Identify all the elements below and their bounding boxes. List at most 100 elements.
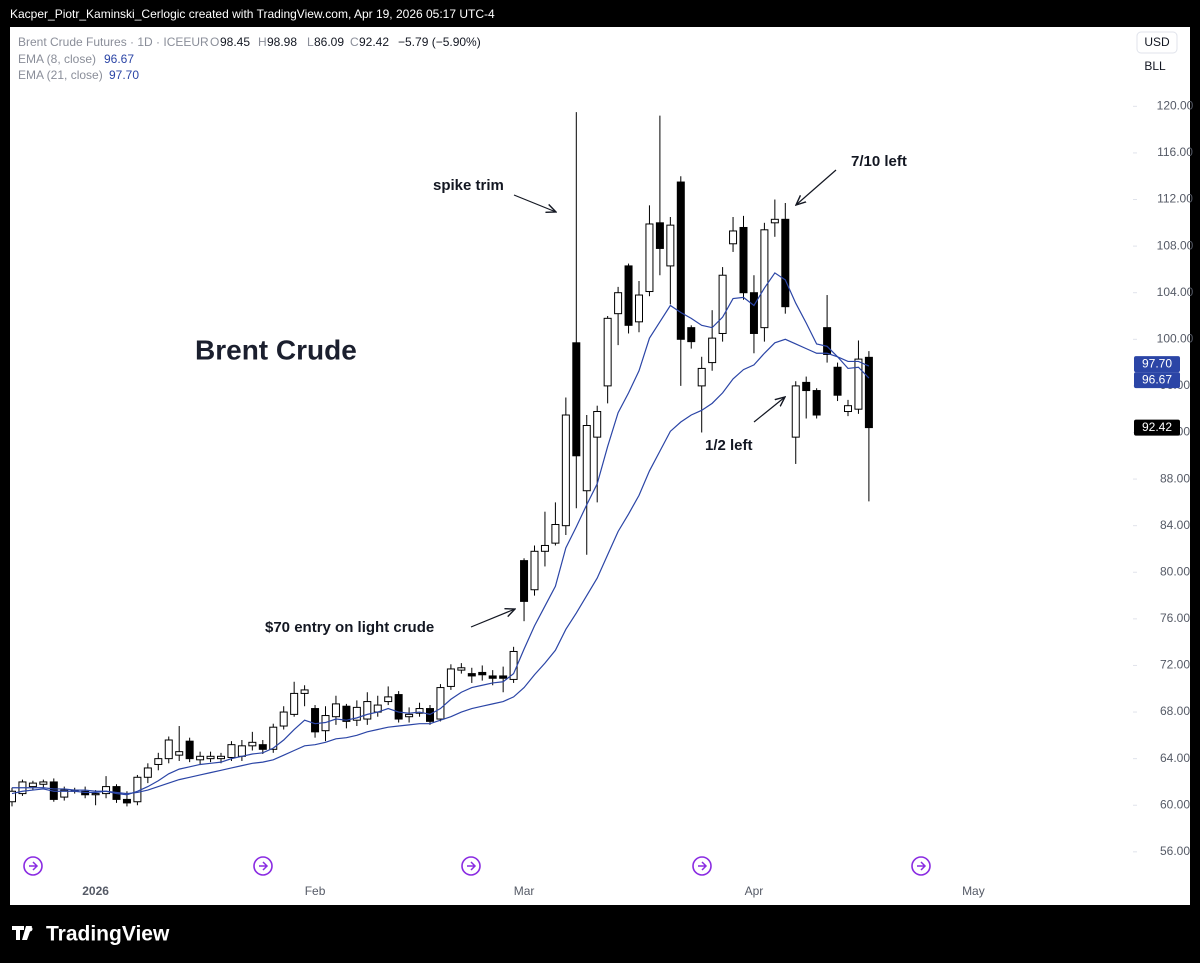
candle-body: [248, 741, 257, 747]
candle-body: [687, 327, 696, 343]
candle-body: [760, 229, 769, 329]
candle-body: [384, 696, 393, 703]
y-tick-label: 104.00: [1157, 285, 1194, 299]
x-tick-label: Mar: [514, 884, 535, 898]
annotation-arrow: [796, 169, 837, 205]
candle-body: [102, 786, 111, 795]
candle-body: [300, 689, 309, 694]
candle-body: [488, 675, 497, 679]
candle-body: [196, 755, 205, 761]
candle-body: [217, 755, 225, 760]
candle-body: [739, 226, 748, 294]
legend-entry: EMA (21, close): [18, 68, 103, 82]
candle-body: [143, 767, 152, 778]
candle-body: [770, 218, 779, 224]
legend-value: 97.70: [109, 68, 139, 82]
candle-body: [436, 687, 445, 720]
candle-body: [697, 367, 706, 387]
y-tick-label: 108.00: [1157, 238, 1194, 252]
candle-body: [802, 381, 811, 392]
candle-body: [237, 745, 246, 757]
price-tag-bg: [1134, 419, 1180, 436]
x-tick-label: Apr: [745, 884, 764, 898]
ohlc-value: 86.09: [314, 35, 344, 49]
unit[interactable]: BLL: [1144, 59, 1166, 73]
candle-body: [405, 713, 414, 718]
candle-body: [499, 675, 508, 679]
y-tick-label: 80.00: [1160, 564, 1190, 578]
candle-body: [864, 356, 873, 429]
event-icon: [692, 856, 712, 876]
candle-body: [91, 793, 100, 796]
candle-body: [781, 218, 790, 308]
candle-body: [593, 411, 602, 438]
event-icon: [461, 856, 481, 876]
annotation: spike trim: [433, 177, 504, 194]
candle-body: [655, 222, 664, 249]
x-tick-label: 2026: [82, 884, 109, 898]
y-tick-label: 60.00: [1160, 797, 1190, 811]
event-icon: [698, 861, 708, 871]
chart-title: Brent Crude: [195, 334, 357, 365]
event-icon: [911, 856, 931, 876]
y-tick-label: 84.00: [1160, 518, 1190, 532]
ohlc-key: L: [307, 35, 314, 49]
candle-body: [635, 294, 643, 323]
y-tick-label: 76.00: [1160, 611, 1190, 625]
ohlc-value: 92.42: [359, 35, 389, 49]
candle-body: [290, 692, 299, 715]
candle-body: [572, 342, 581, 457]
event-icon: [29, 861, 39, 871]
logo: TradingView: [12, 923, 170, 946]
y-tick-label: 88.00: [1160, 471, 1190, 485]
annotation-arrow: [513, 194, 556, 212]
candle-body: [833, 366, 842, 396]
annotation: $70 entry on light crude: [265, 619, 434, 636]
ohlc-value: 98.98: [267, 35, 297, 49]
plot: [10, 112, 873, 807]
y-tick-label: 68.00: [1160, 704, 1190, 718]
candle-body: [729, 230, 738, 245]
candle-body: [175, 751, 184, 756]
y-tick-label: 72.00: [1160, 658, 1190, 672]
currency[interactable]: USD: [1144, 35, 1170, 49]
candle-body: [854, 358, 863, 410]
event-icon: [467, 861, 477, 871]
candle-body: [676, 181, 685, 340]
candle-body: [394, 694, 403, 720]
candle-body: [206, 755, 215, 760]
currency-box[interactable]: [1136, 31, 1178, 54]
candle-body: [614, 292, 623, 315]
candle-body: [269, 726, 278, 750]
candle-body: [331, 703, 340, 718]
candle-body: [446, 668, 455, 687]
annotation-arrow: [753, 397, 785, 423]
candle-body: [342, 705, 351, 722]
ohlc-value: 98.45: [220, 35, 250, 49]
x-tick-label: May: [962, 884, 985, 898]
candle-body: [708, 337, 717, 364]
ohlc-key: H: [258, 35, 267, 49]
y-tick-label: 64.00: [1160, 751, 1190, 765]
candle-body: [561, 414, 570, 527]
candle-body: [311, 708, 320, 733]
x-tick-label: Feb: [305, 884, 326, 898]
annotation: 7/10 left: [851, 153, 907, 170]
candle-body: [582, 424, 591, 492]
candle-body: [603, 317, 612, 387]
ema-line: [11, 272, 870, 796]
candle-body: [28, 782, 37, 788]
annotation: 1/2 left: [705, 437, 753, 454]
price-tag: 97.70: [1142, 356, 1172, 370]
candle-body: [457, 667, 466, 671]
candle-body: [478, 671, 487, 676]
y-tick-label: 120.00: [1157, 98, 1194, 112]
logo-text: TradingView: [46, 923, 170, 946]
ema-line: [12, 338, 870, 795]
y-tick-label: 112.00: [1157, 192, 1193, 206]
logo-icon: [27, 926, 33, 932]
candle-body: [645, 223, 654, 293]
logo-icon: [12, 926, 32, 940]
